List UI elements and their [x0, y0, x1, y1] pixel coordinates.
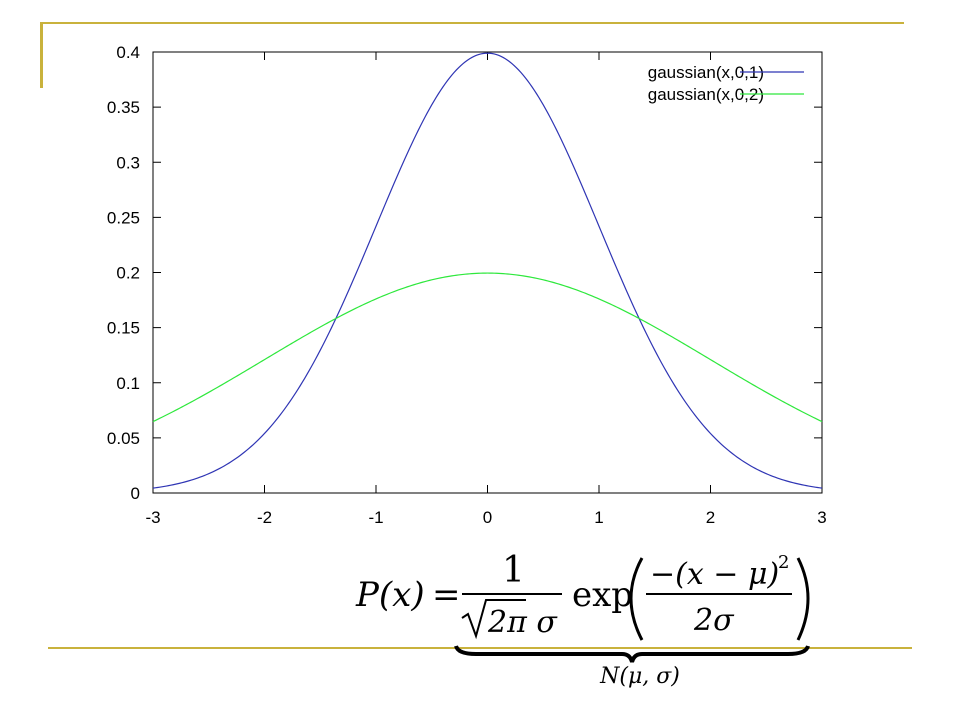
formula-exp: exp [572, 575, 633, 615]
curly-brace-icon [454, 645, 810, 663]
series-lines [152, 52, 823, 489]
series-line-2 [152, 272, 823, 423]
formula-lhs: P(x) [355, 575, 425, 615]
series-line-1 [152, 52, 823, 489]
gaussian-formula: P(x) = 1 2π σ exp −(x − μ) 2 2σ [355, 550, 810, 641]
y-tick-label: 0.35 [107, 98, 140, 117]
y-tick-label: 0.05 [107, 429, 140, 448]
tick-labels: -3 -2 -1 0 1 2 3 0 0.05 0.1 0.15 0.2 0.25 0.3 0.35 0.4 [107, 43, 827, 527]
legend-label-2: gaussian(x,0,2) [648, 85, 764, 104]
tick-marks [152, 51, 823, 494]
y-tick-label: 0 [131, 484, 140, 503]
y-tick-label: 0.4 [116, 43, 140, 62]
sqrt-sign-icon [461, 599, 526, 640]
y-tick-label: 0.15 [107, 319, 140, 338]
right-paren-icon [796, 557, 810, 641]
formula-inner-exponent: 2 [778, 552, 789, 573]
formula-equals: = [432, 575, 461, 615]
y-tick-label: 0.1 [116, 374, 140, 393]
left-paren-icon [629, 557, 644, 641]
x-tick-label: -3 [145, 508, 160, 527]
y-tick-label: 0.2 [116, 264, 140, 283]
x-tick-label: -1 [368, 508, 383, 527]
x-tick-label: 3 [817, 508, 826, 527]
formula-inner-denominator: 2σ [693, 603, 735, 638]
formula-denominator: 2π σ [487, 605, 558, 640]
formula-inner-numerator: −(x − μ) [650, 557, 779, 592]
legend: gaussian(x,0,1) gaussian(x,0,2) [648, 63, 804, 104]
brace-label: N(μ, σ) [600, 664, 680, 689]
y-tick-label: 0.25 [107, 208, 140, 227]
y-tick-label: 0.3 [116, 153, 140, 172]
x-tick-label: 0 [483, 508, 492, 527]
bottom-decor-line [48, 647, 912, 649]
x-tick-label: 1 [594, 508, 603, 527]
x-tick-label: -2 [257, 508, 272, 527]
left-decor-bar [40, 22, 43, 88]
x-tick-label: 2 [706, 508, 715, 527]
top-decor-line [40, 22, 904, 24]
legend-label-1: gaussian(x,0,1) [648, 63, 764, 82]
formula-numerator: 1 [502, 550, 525, 591]
